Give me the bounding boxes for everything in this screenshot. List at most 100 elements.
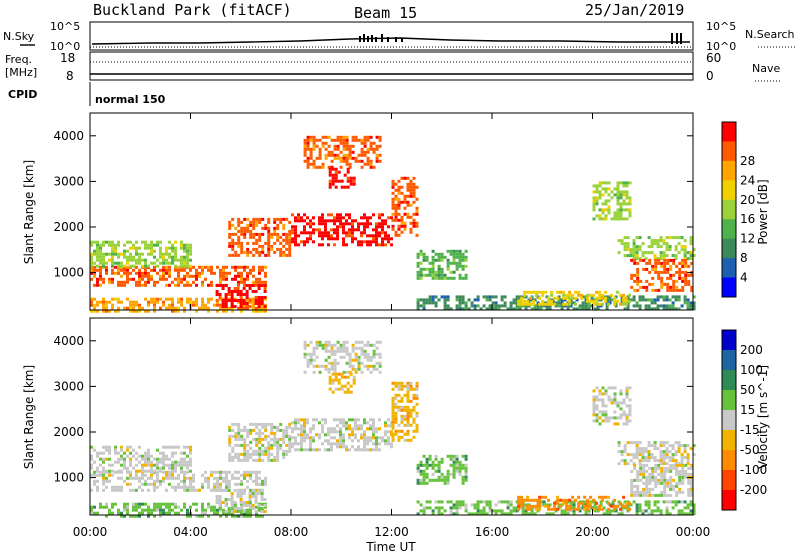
power-cell <box>595 299 599 303</box>
power-cell <box>93 240 96 244</box>
power-ytick-label: 1000 <box>53 266 84 280</box>
power-cell <box>461 267 465 271</box>
power-cell <box>366 147 370 151</box>
velocity-cell <box>406 429 410 433</box>
velocity-cell <box>625 392 629 396</box>
velocity-cell <box>334 375 338 379</box>
power-cell <box>431 295 435 299</box>
velocity-cell <box>632 453 636 457</box>
velocity-cell <box>237 452 241 456</box>
power-cell <box>619 205 623 209</box>
velocity-cell <box>294 436 297 440</box>
velocity-cell <box>123 460 126 464</box>
power-cell <box>318 216 321 220</box>
velocity-cell <box>186 488 189 492</box>
velocity-cell <box>625 404 629 408</box>
velocity-cell <box>90 505 93 509</box>
power-cell <box>126 261 129 265</box>
power-cell <box>330 159 334 163</box>
velocity-cell <box>102 445 105 449</box>
power-cell <box>180 258 183 262</box>
velocity-cell <box>641 509 645 513</box>
velocity-cell <box>237 437 241 441</box>
power-cell <box>156 300 159 304</box>
velocity-cell <box>476 500 480 504</box>
power-cell <box>491 307 495 311</box>
power-cell <box>677 236 681 240</box>
power-cell <box>678 270 682 274</box>
velocity-cell <box>318 448 321 452</box>
power-cell <box>165 306 168 310</box>
power-cell <box>562 302 566 306</box>
power-cell <box>587 307 591 311</box>
velocity-cell <box>138 469 141 473</box>
power-cell <box>93 309 96 313</box>
velocity-cell <box>123 451 126 455</box>
velocity-cell <box>123 505 126 509</box>
power-cell <box>129 277 132 281</box>
power-cell <box>488 307 492 311</box>
power-cell <box>428 273 432 277</box>
power-cell <box>201 306 204 310</box>
power-cell <box>258 306 261 310</box>
power-cell <box>397 227 401 231</box>
velocity-cell <box>449 454 453 458</box>
velocity-cell <box>345 340 349 344</box>
power-cell <box>237 283 240 287</box>
power-cell <box>616 184 620 188</box>
power-cell <box>375 156 379 160</box>
velocity-cell <box>156 508 159 512</box>
velocity-cell <box>312 346 316 350</box>
velocity-cell <box>336 340 340 344</box>
power-cell <box>162 252 165 256</box>
velocity-cell <box>452 460 456 464</box>
power-cell <box>641 254 645 258</box>
velocity-cell <box>659 444 663 448</box>
velocity-cell <box>494 503 498 507</box>
velocity-cell <box>642 472 646 476</box>
power-cell <box>261 232 265 236</box>
power-cell <box>680 304 684 308</box>
velocity-cell <box>653 459 657 463</box>
power-cell <box>360 165 364 169</box>
velocity-cell <box>574 507 578 511</box>
velocity-cell <box>692 453 696 457</box>
power-cell <box>443 255 447 259</box>
power-cell <box>345 231 348 235</box>
power-cell <box>153 243 156 247</box>
power-cell <box>309 162 313 166</box>
power-cell <box>409 221 413 225</box>
velocity-cell <box>669 463 673 467</box>
power-cell <box>111 271 114 275</box>
power-cell <box>224 302 228 305</box>
power-cell <box>681 285 685 289</box>
power-cell <box>491 301 495 305</box>
velocity-cell <box>303 439 306 443</box>
velocity-cell <box>357 427 360 431</box>
velocity-cell <box>394 411 398 415</box>
power-cell <box>267 226 271 230</box>
power-cell <box>222 274 225 278</box>
power-cell <box>644 251 648 255</box>
velocity-cell <box>330 343 334 347</box>
power-cell <box>138 261 141 265</box>
velocity-cell <box>665 447 669 451</box>
power-cell <box>458 261 462 265</box>
power-cell <box>394 206 398 210</box>
velocity-cell <box>372 433 375 437</box>
velocity-colorbar-frame <box>721 329 737 511</box>
power-cell <box>246 306 249 310</box>
power-cell <box>607 211 611 215</box>
power-cell <box>686 304 690 308</box>
velocity-cell <box>684 472 688 476</box>
power-cell <box>249 250 253 254</box>
power-cell <box>345 222 348 226</box>
velocity-cell <box>416 466 420 470</box>
velocity-cell <box>351 427 354 431</box>
velocity-cell <box>288 449 292 453</box>
power-cell <box>336 231 339 235</box>
power-colorbar-tick: 16 <box>740 212 755 226</box>
velocity-cell <box>231 434 235 438</box>
power-cell <box>425 301 429 305</box>
power-cell <box>264 223 268 227</box>
